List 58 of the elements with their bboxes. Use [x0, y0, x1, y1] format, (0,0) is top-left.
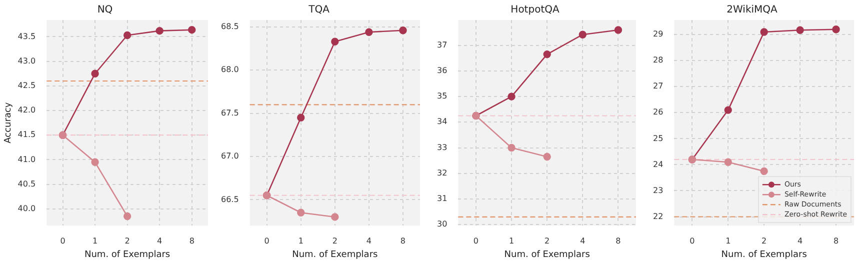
y-tick-label: 31	[436, 194, 448, 204]
y-tick-label: 68.0	[221, 65, 239, 74]
y-tick-label: 26	[652, 108, 664, 117]
chart-title: NQ	[97, 4, 113, 16]
x-tick-label: 0	[60, 236, 66, 246]
x-tick-label: 4	[366, 236, 372, 246]
x-tick-label: 0	[264, 236, 270, 246]
x-axis-title: Num. of Exemplars	[504, 250, 590, 260]
y-tick-label: 68.5	[221, 22, 239, 31]
x-tick-label: 8	[400, 236, 406, 246]
x-axis-title: Num. of Exemplars	[84, 250, 170, 260]
y-tick-label: 41.5	[18, 130, 36, 140]
y-tick-label: 67.0	[221, 152, 239, 161]
y-tick-label: 29	[652, 30, 664, 39]
x-tick-label: 0	[690, 236, 695, 246]
y-tick-label: 27	[652, 82, 664, 91]
y-tick-label: 22	[652, 212, 664, 221]
x-tick-label: 8	[189, 236, 194, 246]
y-tick-label: 24	[652, 160, 664, 169]
x-tick-label: 4	[798, 236, 803, 246]
y-tick-label: 42.0	[18, 106, 36, 115]
x-tick-label: 4	[580, 236, 586, 246]
y-tick-label: 66.5	[221, 194, 239, 204]
y-tick-label: 67.5	[221, 108, 239, 118]
x-tick-label: 8	[616, 236, 621, 246]
y-tick-label: 42.5	[18, 80, 36, 90]
y-tick-label: 40.5	[18, 179, 36, 188]
x-tick-label: 1	[726, 236, 731, 246]
x-tick-label: 2	[544, 236, 550, 246]
chart-title: TQA	[308, 4, 330, 16]
y-tick-label: 36	[436, 66, 448, 76]
x-axis-title: Num. of Exemplars	[721, 250, 808, 260]
x-tick-label: 2	[124, 236, 130, 246]
x-tick-label: 1	[508, 236, 514, 246]
y-tick-label: 37	[436, 40, 448, 50]
y-tick-label: 28	[652, 56, 664, 65]
y-tick-label: 30	[436, 220, 448, 229]
y-tick-label: 23	[652, 186, 664, 195]
x-tick-label: 8	[833, 236, 839, 246]
x-tick-label: 2	[762, 236, 767, 246]
x-axis-title: Num. of Exemplars	[292, 250, 378, 260]
y-tick-label: 35	[436, 92, 448, 101]
x-tick-label: 4	[157, 236, 162, 246]
y-tick-label: 34	[436, 117, 448, 126]
chart-title: 2WikiMQA	[726, 4, 778, 16]
y-tick-label: 41.0	[18, 154, 36, 164]
x-tick-label: 2	[332, 236, 338, 246]
y-axis-title: Accuracy	[4, 102, 14, 144]
y-tick-label: 43.5	[18, 32, 36, 41]
chart-title: HotpotQA	[510, 4, 560, 16]
y-tick-label: 33	[436, 142, 448, 152]
y-tick-label: 32	[436, 168, 448, 178]
x-tick-label: 1	[92, 236, 98, 246]
y-tick-label: 25	[652, 134, 664, 143]
y-tick-label: 40.0	[18, 204, 36, 213]
y-tick-label: 43.0	[18, 56, 36, 66]
x-tick-label: 1	[298, 236, 304, 246]
x-tick-label: 0	[473, 236, 479, 246]
